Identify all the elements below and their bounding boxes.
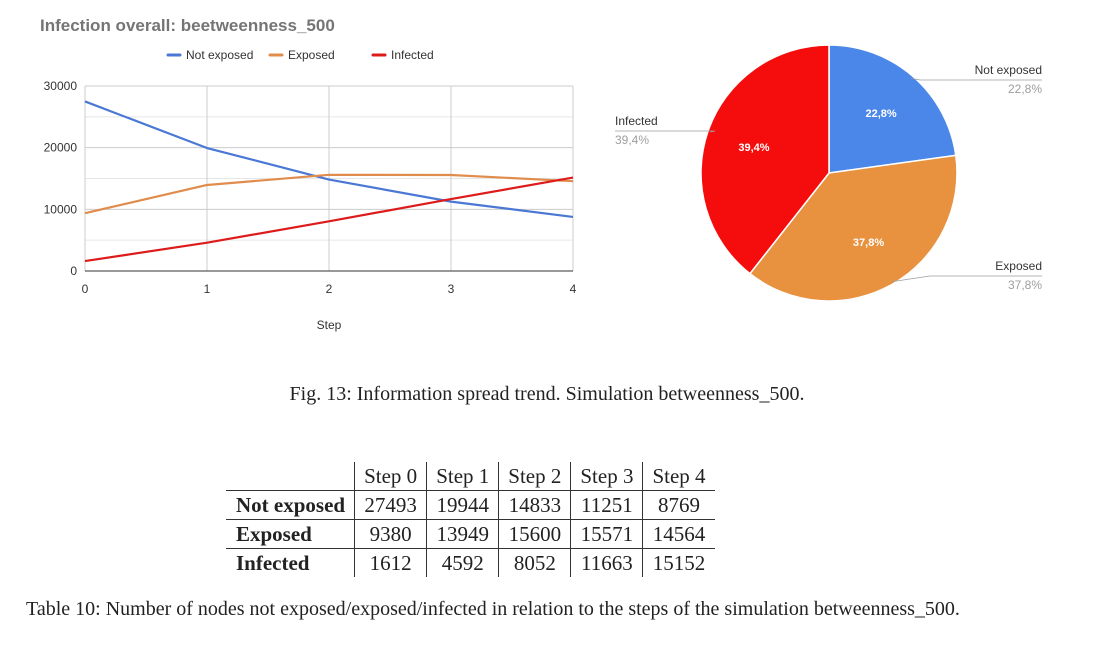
table-cell: 11251 bbox=[570, 490, 644, 520]
pie-inner-label: 37,8% bbox=[853, 237, 884, 249]
table-cell: 15571 bbox=[570, 519, 644, 549]
x-tick-label: 3 bbox=[448, 282, 455, 296]
table-header-cell: Step 1 bbox=[426, 462, 500, 491]
pie-slice-exposed bbox=[748, 154, 958, 302]
pie-outer-percent: 39,4% bbox=[615, 133, 649, 147]
x-axis-label: Step bbox=[317, 318, 342, 332]
y-tick-label: 30000 bbox=[44, 79, 78, 93]
series-line-infected bbox=[84, 176, 574, 263]
table-cell: 4592 bbox=[426, 548, 500, 577]
data-table-wrap: Step 0 Step 1 Step 2 Step 3 Step 4 Not e… bbox=[226, 462, 715, 577]
pie-chart: 22,8% Not exposed 22,8% 37,8% Exposed 37,8% 39… bbox=[615, 44, 1042, 302]
pie-outer-percent: 22,8% bbox=[1008, 82, 1042, 96]
line-chart: 0 10000 20000 30000 0 1 2 3 4 Not exposed Exposed… bbox=[44, 48, 577, 332]
pie-slices bbox=[700, 44, 958, 302]
pie-leader-line bbox=[891, 275, 1042, 283]
series-line-exposed bbox=[84, 173, 574, 215]
legend-label: Infected bbox=[391, 48, 434, 62]
table-cell: 11663 bbox=[570, 548, 644, 577]
data-table: Step 0 Step 1 Step 2 Step 3 Step 4 Not e… bbox=[226, 462, 715, 577]
table-cell: 9380 bbox=[354, 519, 428, 549]
table-caption: Table 10: Number of nodes not exposed/ex… bbox=[26, 598, 960, 620]
legend-label: Not exposed bbox=[186, 48, 253, 62]
table-cell: 8769 bbox=[658, 493, 701, 517]
pie-outer-name: Not exposed bbox=[975, 63, 1042, 77]
row-label: Exposed bbox=[226, 519, 356, 549]
y-tick-label: 0 bbox=[70, 264, 77, 278]
pie-inner-label: 39,4% bbox=[738, 142, 769, 154]
pie-leader-line bbox=[615, 130, 716, 133]
table-cell: 8052 bbox=[498, 548, 572, 577]
x-tick-label: 0 bbox=[82, 282, 89, 296]
table-cell: 15600 bbox=[498, 519, 572, 549]
table-row: Exposed 9380 13949 15600 15571 14564 bbox=[226, 519, 715, 549]
table-header-cell: Step 4 bbox=[642, 462, 715, 491]
line-chart-title: Infection overall: beetweenness_500 bbox=[40, 16, 335, 35]
pie-leader-line bbox=[911, 77, 1042, 81]
table-header-cell: Step 3 bbox=[570, 462, 644, 491]
table-header-cell: Step 2 bbox=[498, 462, 572, 491]
table-cell: 13949 bbox=[426, 519, 500, 549]
x-tick-label: 2 bbox=[326, 282, 333, 296]
table-cell: 14564 bbox=[652, 522, 706, 546]
table-row: Not exposed 27493 19944 14833 11251 8769 bbox=[226, 490, 715, 520]
line-chart-series bbox=[84, 100, 574, 263]
series-line-not-exposed bbox=[84, 100, 574, 219]
pie-slice-not-exposed bbox=[828, 44, 957, 174]
x-tick-label: 4 bbox=[570, 282, 577, 296]
row-label: Not exposed bbox=[226, 490, 356, 520]
figure-caption: Fig. 13: Information spread trend. Simul… bbox=[289, 383, 805, 405]
table-header-cell bbox=[226, 462, 356, 491]
pie-outer-name: Infected bbox=[615, 114, 658, 128]
table-cell: 1612 bbox=[354, 548, 428, 577]
y-tick-label: 10000 bbox=[44, 202, 78, 216]
table-cell: 19944 bbox=[426, 490, 500, 520]
pie-inner-label: 22,8% bbox=[866, 108, 897, 120]
line-chart-legend: Not exposed Exposed Infected bbox=[166, 48, 434, 62]
table-cell: 27493 bbox=[354, 490, 428, 520]
pie-outer-percent: 37,8% bbox=[1008, 278, 1042, 292]
table-cell: 14833 bbox=[498, 490, 572, 520]
row-label: Infected bbox=[226, 548, 356, 577]
pie-outer-name: Exposed bbox=[995, 259, 1042, 273]
pie-labels: 22,8% Not exposed 22,8% 37,8% Exposed 37,8% 39… bbox=[615, 63, 1042, 292]
table-header-row: Step 0 Step 1 Step 2 Step 3 Step 4 bbox=[226, 462, 715, 491]
x-tick-label: 1 bbox=[204, 282, 211, 296]
legend-label: Exposed bbox=[288, 48, 335, 62]
table-row: Infected 1612 4592 8052 11663 15152 bbox=[226, 548, 715, 577]
table-header-cell: Step 0 bbox=[354, 462, 428, 491]
table-cell: 15152 bbox=[652, 551, 706, 575]
line-chart-axes: 0 10000 20000 30000 0 1 2 3 4 bbox=[44, 79, 577, 296]
y-tick-label: 20000 bbox=[44, 141, 78, 155]
